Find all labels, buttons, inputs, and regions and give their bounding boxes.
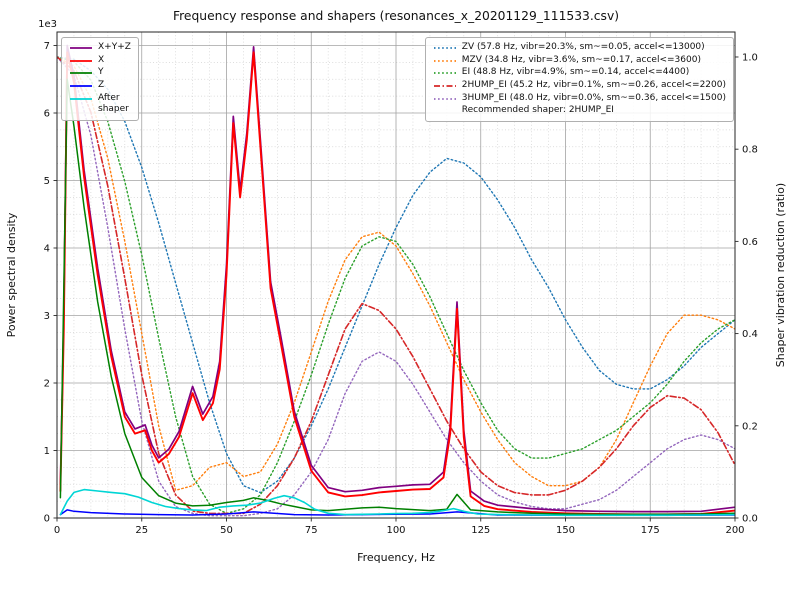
series-x-line [59, 51, 735, 516]
svg-text:75: 75 [305, 525, 318, 536]
svg-text:25: 25 [135, 525, 148, 536]
legend-label-y: Y [98, 67, 104, 78]
ei-line-swatch [433, 72, 456, 75]
legend-item-hump2_ei: 2HUMP_EI (45.2 Hz, vibr=0.1%, sm~=0.26, … [433, 80, 726, 92]
chart-series [57, 44, 735, 517]
zv-line-swatch [433, 47, 456, 49]
svg-text:7: 7 [44, 41, 50, 52]
legend-label-mzv: MZV (34.8 Hz, vibr=3.6%, sm~=0.17, accel… [461, 54, 701, 65]
series-hump3_ei-line [57, 56, 735, 517]
svg-text:0.8: 0.8 [742, 145, 758, 156]
svg-text:150: 150 [556, 525, 575, 536]
legend-item-xyz: X+Y+Z [69, 42, 131, 54]
legend-label-xyz: X+Y+Z [98, 42, 131, 52]
legend-label-zv: ZV (57.8 Hz, vibr=20.3%, sm~=0.05, accel… [461, 42, 705, 52]
series-ei-line [57, 56, 735, 515]
legend-label-ei: EI (48.8 Hz, vibr=4.9%, sm~=0.14, accel<… [461, 67, 690, 78]
legend-item-y: Y [69, 67, 131, 79]
svg-text:1.0: 1.0 [742, 52, 758, 63]
series-after_shaper-line [59, 488, 735, 517]
series-mzv-line [57, 56, 735, 491]
legend-item-hump3_ei: 3HUMP_EI (48.0 Hz, vibr=0.0%, sm~=0.36, … [433, 93, 726, 105]
svg-text:175: 175 [641, 525, 660, 536]
svg-text:0: 0 [44, 514, 50, 525]
legend-shapers-items: ZV (57.8 Hz, vibr=20.3%, sm~=0.05, accel… [433, 42, 726, 104]
legend-label-x: X [98, 54, 105, 65]
legend-psd: X+Y+Z X Y Z After shaper [61, 37, 139, 122]
hump3_ei-line-swatch [433, 97, 456, 100]
svg-text:0.6: 0.6 [742, 237, 758, 248]
legend-item-ei: EI (48.8 Hz, vibr=4.9%, sm~=0.14, accel<… [433, 67, 726, 79]
svg-text:4: 4 [44, 244, 50, 255]
axis-ticks: 0 25 50 75 100 125 150 175 200 0 1 2 3 4 5 6 7 0.0 0.2 0.4 0… [44, 41, 758, 536]
svg-text:2: 2 [44, 379, 50, 390]
hump2_ei-line-swatch [433, 85, 456, 87]
legend-item-zv: ZV (57.8 Hz, vibr=20.3%, sm~=0.05, accel… [433, 42, 726, 54]
series-y-line [59, 78, 735, 516]
right-y-axis-label: Shaper vibration reduction (ratio) [774, 183, 787, 367]
svg-text:200: 200 [725, 525, 744, 536]
left-axis-multiplier: 1e3 [38, 19, 57, 30]
chart-title: Frequency response and shapers (resonanc… [173, 9, 619, 23]
mzv-line-swatch [433, 59, 456, 62]
after_shaper-line-swatch [70, 97, 92, 100]
svg-text:125: 125 [471, 525, 490, 536]
grid-minor [57, 32, 735, 518]
xyz-line-swatch [70, 47, 92, 49]
legend-label-hump3_ei: 3HUMP_EI (48.0 Hz, vibr=0.0%, sm~=0.36, … [461, 92, 726, 103]
svg-text:0.2: 0.2 [742, 421, 758, 432]
recommended-shaper-note: Recommended shaper: 2HUMP_EI [461, 105, 614, 116]
svg-text:0: 0 [54, 525, 60, 536]
legend-item-x: X [69, 55, 131, 67]
legend-item-mzv: MZV (34.8 Hz, vibr=3.6%, sm~=0.17, accel… [433, 55, 726, 67]
svg-text:0.4: 0.4 [742, 329, 758, 340]
x-line-swatch [70, 59, 92, 62]
legend-label-after_shaper: After shaper [98, 92, 129, 115]
x-axis-label: Frequency, Hz [357, 551, 435, 564]
legend-item-z: Z [69, 80, 131, 92]
z-line-swatch [70, 85, 92, 87]
svg-text:50: 50 [220, 525, 233, 536]
legend-label-hump2_ei: 2HUMP_EI (45.2 Hz, vibr=0.1%, sm~=0.26, … [461, 80, 726, 91]
legend-shapers: ZV (57.8 Hz, vibr=20.3%, sm~=0.05, accel… [424, 37, 734, 123]
svg-text:3: 3 [44, 311, 50, 322]
y-line-swatch [70, 72, 92, 75]
svg-text:0.0: 0.0 [742, 514, 758, 525]
legend-label-z: Z [98, 80, 105, 91]
svg-text:6: 6 [44, 109, 50, 120]
legend-item-after_shaper: After shaper [69, 93, 131, 116]
svg-text:5: 5 [44, 176, 50, 187]
left-y-axis-label: Power spectral density [5, 212, 18, 337]
series-zv-line [57, 56, 735, 494]
svg-text:100: 100 [386, 525, 405, 536]
svg-text:1: 1 [44, 446, 50, 457]
